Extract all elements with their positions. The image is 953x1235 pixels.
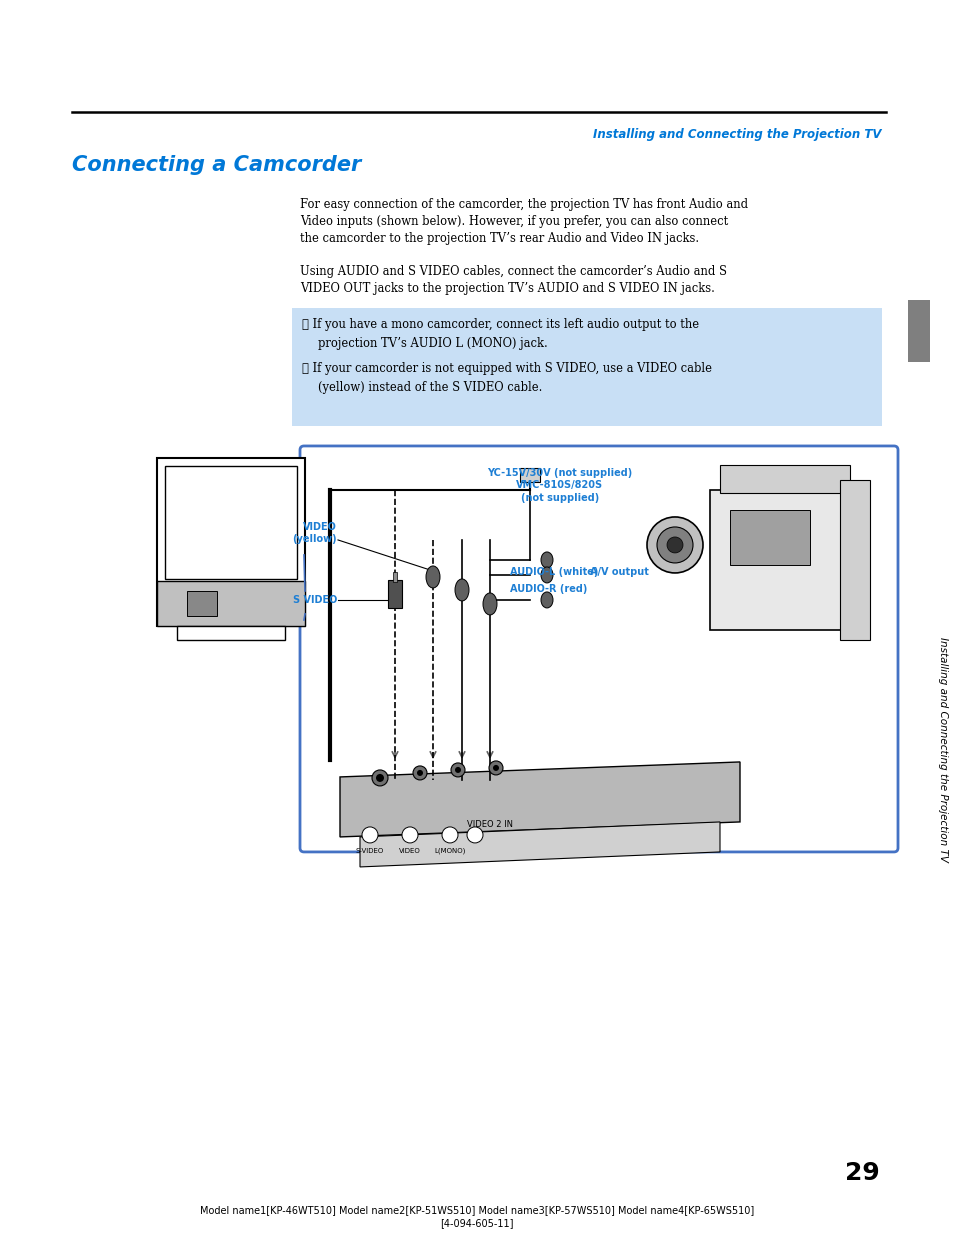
Text: S VIDEO: S VIDEO xyxy=(293,595,336,605)
Circle shape xyxy=(646,517,702,573)
Text: ⑂ If you have a mono camcorder, connect its left audio output to the: ⑂ If you have a mono camcorder, connect … xyxy=(302,317,699,331)
Bar xyxy=(388,580,401,608)
Text: (yellow) instead of the S VIDEO cable.: (yellow) instead of the S VIDEO cable. xyxy=(317,380,542,394)
Text: Model name1[KP-46WT510] Model name2[KP-51WS510] Model name3[KP-57WS510] Model na: Model name1[KP-46WT510] Model name2[KP-5… xyxy=(200,1205,753,1228)
Circle shape xyxy=(413,766,427,781)
Bar xyxy=(157,580,305,626)
Circle shape xyxy=(416,769,422,776)
Circle shape xyxy=(361,827,377,844)
Circle shape xyxy=(451,763,464,777)
Circle shape xyxy=(441,827,457,844)
Circle shape xyxy=(489,761,502,774)
Text: L(MONO): L(MONO) xyxy=(434,848,465,855)
Text: YC-15V/30V (not supplied)
VMC-810S/820S
(not supplied): YC-15V/30V (not supplied) VMC-810S/820S … xyxy=(487,468,632,503)
Circle shape xyxy=(666,537,682,553)
Bar xyxy=(292,308,882,426)
Text: Installing and Connecting the Projection TV: Installing and Connecting the Projection… xyxy=(593,128,882,141)
Text: AUDIO-L (white): AUDIO-L (white) xyxy=(510,567,598,577)
Circle shape xyxy=(493,764,498,771)
Text: S-VIDEO: S-VIDEO xyxy=(355,848,384,853)
Text: ⑂ If your camcorder is not equipped with S VIDEO, use a VIDEO cable: ⑂ If your camcorder is not equipped with… xyxy=(302,362,711,375)
Ellipse shape xyxy=(426,566,439,588)
Bar xyxy=(393,572,396,582)
Bar xyxy=(729,510,809,564)
Ellipse shape xyxy=(540,552,553,568)
Ellipse shape xyxy=(455,579,469,601)
Text: VIDEO
(yellow): VIDEO (yellow) xyxy=(292,522,336,543)
Text: Using AUDIO and S VIDEO cables, connect the camcorder’s Audio and S
VIDEO OUT ja: Using AUDIO and S VIDEO cables, connect … xyxy=(299,266,726,295)
Text: projection TV’s AUDIO L (MONO) jack.: projection TV’s AUDIO L (MONO) jack. xyxy=(317,337,547,350)
Ellipse shape xyxy=(482,593,497,615)
Bar xyxy=(165,466,296,579)
Text: VIDEO 2 IN: VIDEO 2 IN xyxy=(467,820,513,829)
Ellipse shape xyxy=(540,592,553,608)
Text: Connecting a Camcorder: Connecting a Camcorder xyxy=(71,154,361,175)
Circle shape xyxy=(375,774,384,782)
Bar xyxy=(907,300,929,362)
Text: For easy connection of the camcorder, the projection TV has front Audio and
Vide: For easy connection of the camcorder, th… xyxy=(299,198,747,245)
Text: 29: 29 xyxy=(844,1161,879,1184)
FancyBboxPatch shape xyxy=(299,446,897,852)
Circle shape xyxy=(657,527,692,563)
Bar xyxy=(187,592,216,616)
Bar xyxy=(177,626,285,640)
Circle shape xyxy=(372,769,388,785)
Bar xyxy=(709,490,869,630)
Bar xyxy=(519,468,539,482)
Polygon shape xyxy=(339,762,740,837)
Text: AUDIO-R (red): AUDIO-R (red) xyxy=(510,584,587,594)
Polygon shape xyxy=(359,823,720,867)
Text: A/V output: A/V output xyxy=(589,567,648,577)
Bar xyxy=(157,458,305,626)
Ellipse shape xyxy=(540,567,553,583)
Bar xyxy=(720,464,849,493)
Circle shape xyxy=(455,767,460,773)
Bar xyxy=(840,480,869,640)
Text: Installing and Connecting the Projection TV: Installing and Connecting the Projection… xyxy=(937,637,947,862)
Circle shape xyxy=(401,827,417,844)
Circle shape xyxy=(467,827,482,844)
Text: VIDEO: VIDEO xyxy=(398,848,420,853)
